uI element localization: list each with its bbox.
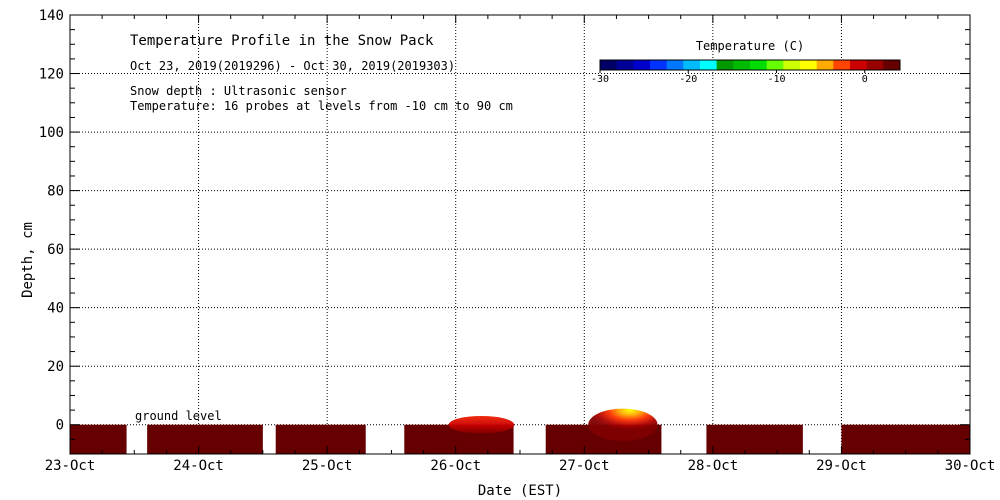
colorbar-cell: [633, 60, 651, 70]
chart-title: Temperature Profile in the Snow Pack: [130, 33, 434, 49]
colorbar: Temperature (C) -30 -20 -10 0: [591, 39, 901, 85]
colorbar-tick-label: 0: [862, 74, 868, 85]
x-tick-label: 28-Oct: [688, 458, 739, 474]
colorbar-cell: [766, 60, 784, 70]
colorbar-tick-label: -30: [591, 74, 609, 85]
chart-subtitle: Oct 23, 2019(2019296) - Oct 30, 2019(201…: [130, 59, 455, 73]
y-tick-label: 100: [39, 125, 64, 141]
colorbar-cell: [650, 60, 668, 70]
heatmap-segment: [147, 424, 263, 454]
note-snow-depth: Snow depth : Ultrasonic sensor: [130, 84, 347, 98]
colorbar-cell: [883, 60, 901, 70]
x-tick-label: 25-Oct: [302, 458, 353, 474]
colorbar-cell: [833, 60, 851, 70]
x-tick-label: 30-Oct: [945, 458, 996, 474]
colorbar-title: Temperature (C): [696, 39, 804, 53]
colorbar-cell: [866, 60, 884, 70]
colorbar-tick-label: -20: [679, 74, 697, 85]
colorbar-cells: [599, 59, 901, 71]
colorbar-cell: [683, 60, 701, 70]
colorbar-cell: [800, 60, 818, 70]
plot-frame: [69, 14, 971, 455]
x-tick-label: 27-Oct: [559, 458, 610, 474]
colorbar-cell: [700, 60, 718, 70]
x-tick-label: 29-Oct: [816, 458, 867, 474]
colorbar-cell: [666, 60, 684, 70]
y-tick-label: 80: [47, 184, 64, 200]
plot-area: 23-Oct 24-Oct 25-Oct 26-Oct 27-Oct 28-Oct 29-O…: [39, 8, 996, 474]
warm-zone: [448, 415, 515, 434]
heatmap-segment: [70, 424, 127, 454]
axis-ticks: 23-Oct 24-Oct 25-Oct 26-Oct 27-Oct 28-Oct 29-O…: [39, 8, 996, 474]
colorbar-cell: [816, 60, 834, 70]
colorbar-cell: [750, 60, 768, 70]
note-temperature-probes: Temperature: 16 probes at levels from -1…: [130, 99, 513, 113]
colorbar-tick-label: -10: [767, 74, 785, 85]
x-tick-label: 26-Oct: [430, 458, 481, 474]
colorbar-cell: [733, 60, 751, 70]
colorbar-cell: [850, 60, 868, 70]
y-tick-label: 60: [47, 242, 64, 258]
y-axis-label: Depth, cm: [20, 222, 36, 298]
x-axis-label: Date (EST): [478, 483, 562, 499]
colorbar-frame: [599, 59, 901, 71]
colorbar-cell: [616, 60, 634, 70]
ground-level-label: ground level: [135, 409, 222, 423]
grid-lines: [70, 15, 970, 454]
heatmap-segment: [841, 424, 970, 454]
heatmap-cells: [70, 408, 970, 454]
y-tick-label: 140: [39, 8, 64, 24]
warm-zone: [588, 408, 658, 441]
heatmap-segment: [275, 424, 366, 454]
colorbar-cell: [716, 60, 734, 70]
y-tick-label: 40: [47, 301, 64, 317]
colorbar-cell: [783, 60, 801, 70]
colorbar-cell: [600, 60, 618, 70]
plot-frame-overlay: [69, 14, 971, 455]
x-tick-label: 23-Oct: [45, 458, 96, 474]
colorbar-ticks: -30 -20 -10 0: [591, 70, 868, 85]
y-tick-label: 20: [47, 359, 64, 375]
y-tick-label: 120: [39, 67, 64, 83]
heatmap-segment: [706, 424, 803, 454]
x-tick-label: 24-Oct: [173, 458, 224, 474]
y-tick-label: 0: [56, 418, 64, 434]
